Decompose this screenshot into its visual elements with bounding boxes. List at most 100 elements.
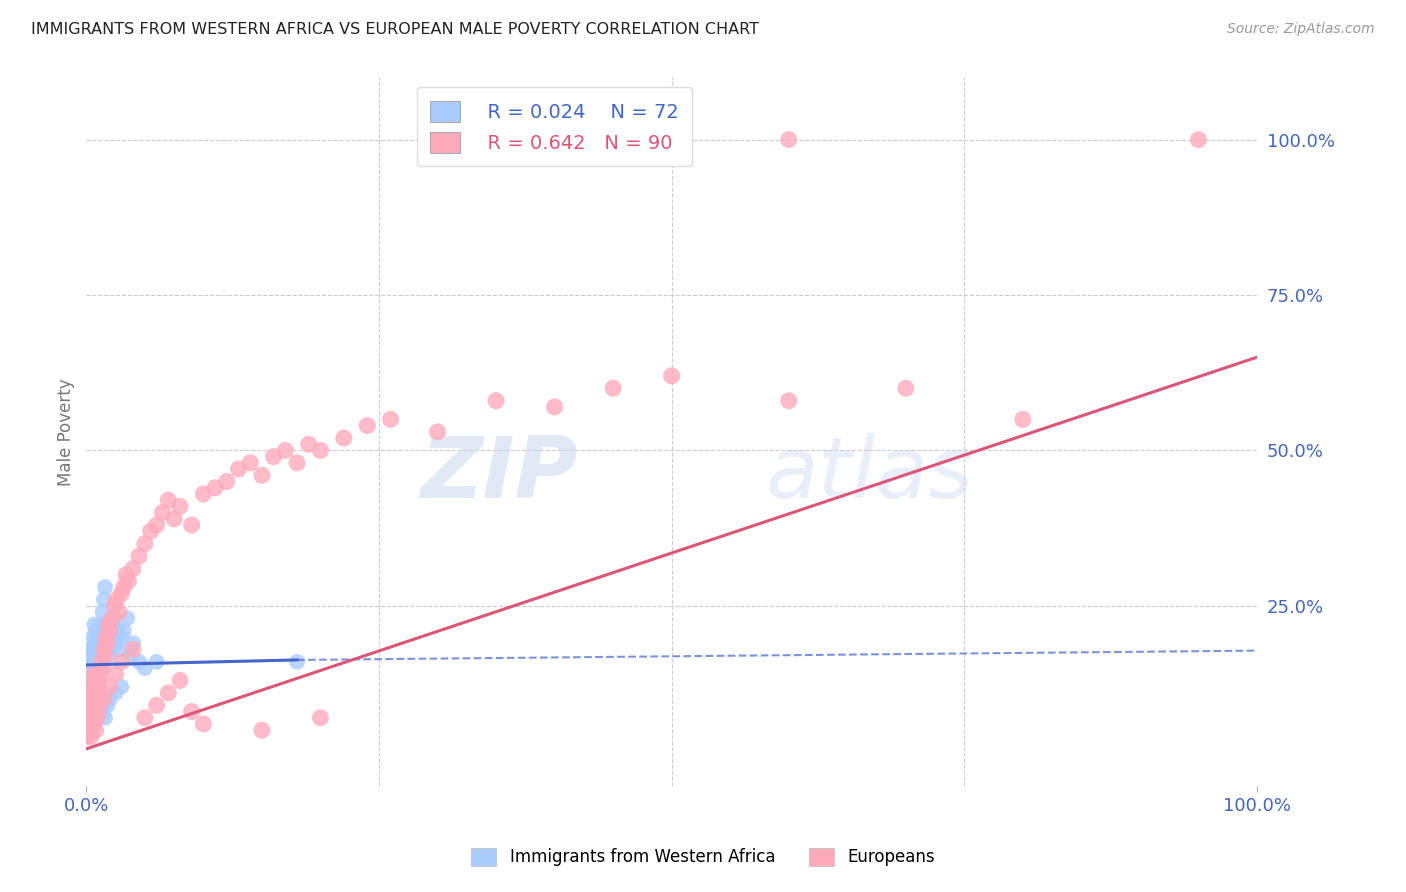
Point (87, 661, 110, 675)
Point (89, 680, 111, 694)
Point (94, 648, 117, 663)
Point (83, 617, 105, 632)
Point (169, 500, 191, 514)
Text: ZIP: ZIP (420, 433, 578, 516)
Point (91, 705, 114, 719)
Point (76, 730, 98, 744)
Point (86, 686, 108, 700)
Point (309, 711, 332, 725)
Point (309, 443, 332, 458)
Point (76, 705, 98, 719)
Point (89, 630, 111, 644)
Point (215, 475, 238, 489)
Point (110, 586, 132, 600)
Point (82, 630, 104, 644)
Text: atlas: atlas (765, 433, 973, 516)
Point (76, 680, 98, 694)
Text: Source: ZipAtlas.com: Source: ZipAtlas.com (1227, 22, 1375, 37)
Point (112, 580, 135, 594)
Point (150, 506, 173, 520)
Point (778, 133, 800, 147)
Point (80, 717, 103, 731)
Point (1012, 412, 1035, 426)
Point (134, 537, 156, 551)
Point (96, 636, 118, 650)
Point (84, 624, 107, 638)
Point (82, 705, 104, 719)
Y-axis label: Male Poverty: Male Poverty (58, 378, 75, 485)
Point (122, 561, 145, 575)
Point (105, 636, 128, 650)
Point (894, 381, 917, 395)
Point (77, 723, 100, 738)
Point (110, 630, 132, 644)
Point (77, 673, 100, 688)
Point (79, 680, 101, 694)
Point (89, 698, 111, 713)
Legend:   R = 0.024    N = 72,   R = 0.642   N = 90: R = 0.024 N = 72, R = 0.642 N = 90 (416, 87, 692, 167)
Point (107, 624, 129, 638)
Point (180, 705, 202, 719)
Point (84, 673, 107, 688)
Point (122, 636, 145, 650)
Point (80, 686, 103, 700)
Point (98, 642, 121, 657)
Point (89, 673, 111, 688)
Point (134, 661, 156, 675)
Point (157, 493, 180, 508)
Point (82, 686, 104, 700)
Point (285, 456, 308, 470)
Point (79, 642, 101, 657)
Point (661, 368, 683, 383)
Point (103, 611, 125, 625)
Point (82, 661, 104, 675)
Point (163, 512, 186, 526)
Point (84, 648, 107, 663)
Point (89, 655, 111, 669)
Point (90, 655, 112, 669)
Point (82, 717, 104, 731)
Point (110, 680, 132, 694)
Point (94, 580, 117, 594)
Point (77, 661, 100, 675)
Point (103, 599, 125, 613)
Point (89, 648, 111, 663)
Point (94, 711, 117, 725)
Point (263, 450, 285, 464)
Point (380, 412, 402, 426)
Point (157, 686, 180, 700)
Point (86, 711, 108, 725)
Point (91, 605, 114, 619)
Point (77, 705, 100, 719)
Point (90, 642, 112, 657)
Point (93, 692, 115, 706)
Point (778, 393, 800, 408)
Point (80, 698, 103, 713)
Point (101, 617, 124, 632)
Point (80, 667, 103, 681)
Point (128, 655, 150, 669)
Point (228, 462, 250, 476)
Point (84, 673, 107, 688)
Point (87, 673, 110, 688)
Point (86, 686, 108, 700)
Point (204, 481, 226, 495)
Point (193, 487, 215, 501)
Point (98, 692, 121, 706)
Point (103, 624, 125, 638)
Point (117, 574, 139, 588)
Point (298, 437, 321, 451)
Point (91, 661, 114, 675)
Point (193, 717, 215, 731)
Point (87, 692, 110, 706)
Point (79, 655, 101, 669)
Point (101, 611, 124, 625)
Point (104, 630, 127, 644)
Point (108, 642, 131, 657)
Point (87, 698, 110, 713)
Point (169, 673, 191, 688)
Point (80, 730, 103, 744)
Point (108, 605, 131, 619)
Point (139, 524, 162, 539)
Point (285, 655, 308, 669)
